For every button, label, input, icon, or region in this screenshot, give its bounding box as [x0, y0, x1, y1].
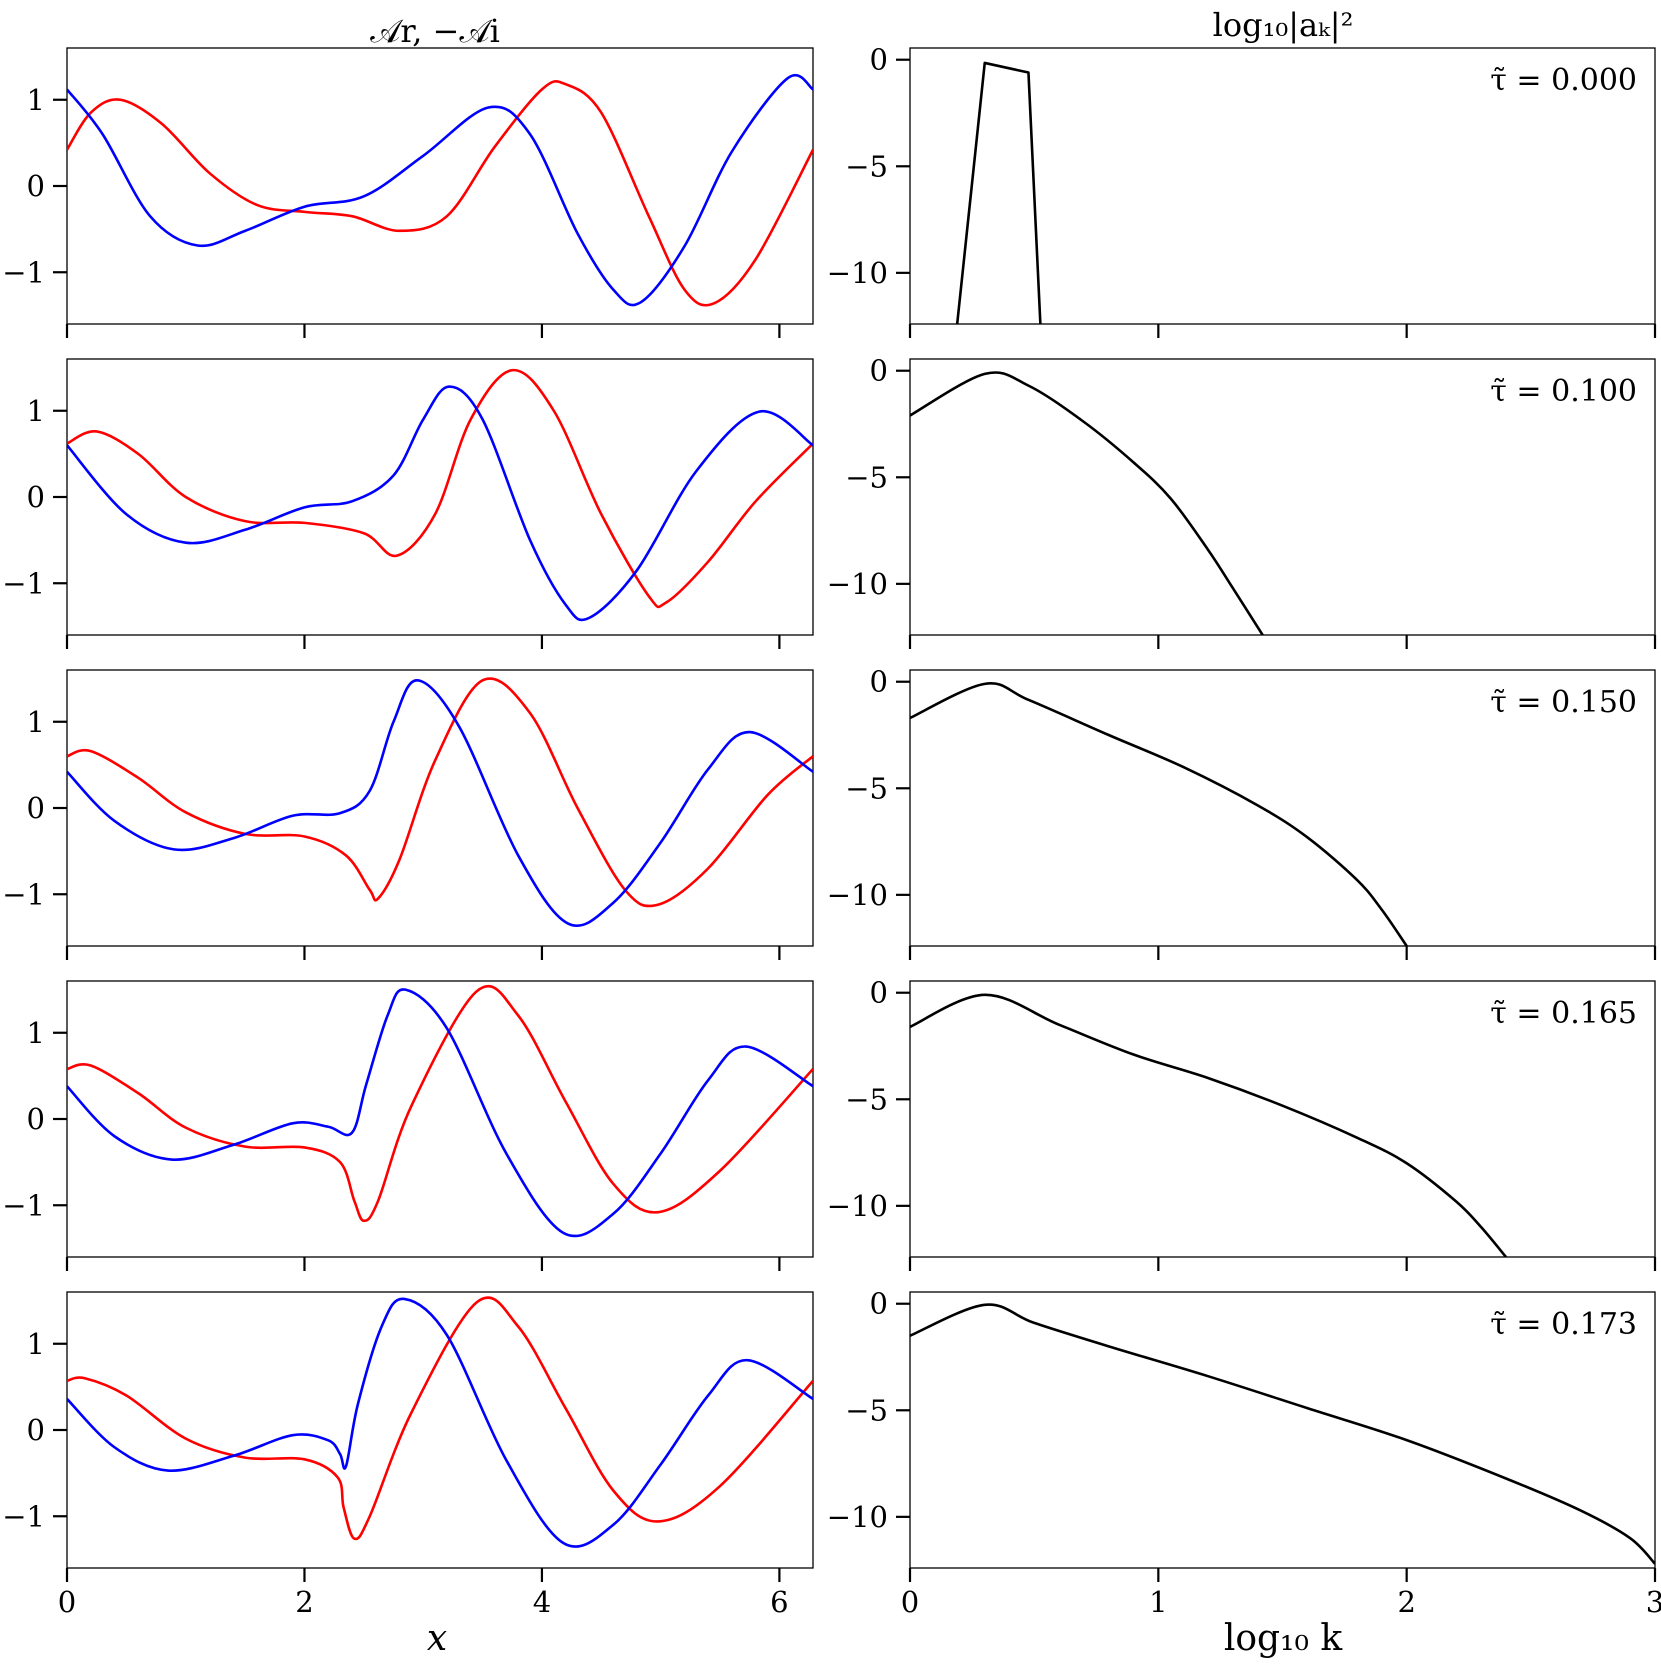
spectrum-panel-4: 0 −5 −10 τ̃ = 0.165 [827, 976, 1657, 1271]
spectrum-ytick-label: −10 [827, 256, 888, 290]
waveform-real-line [67, 1296, 813, 1541]
tau-label: τ̃ = 0.165 [1490, 996, 1637, 1031]
spectrum-xtick-label: 1 [1149, 1585, 1167, 1619]
spectrum-ytick-label: −10 [827, 1189, 888, 1223]
spectrum-ytick-label: −5 [845, 1082, 888, 1116]
waveform-ytick-label: −1 [2, 566, 45, 600]
spectrum-panels: 0 −5 −10 τ̃ = 0.000 0 −5 −10 τ̃ = 0.100 0 −5 −10 τ̃… [827, 43, 1661, 1619]
waveform-ytick-label: 0 [27, 169, 45, 203]
spectrum-xtick-label: 2 [1397, 1585, 1415, 1619]
spectrum-ytick-label: −5 [845, 149, 888, 183]
waveform-panel-1-frame [66, 47, 814, 325]
spectrum-ytick-label: −5 [845, 460, 888, 494]
waveform-real-line [67, 368, 813, 609]
spectrum-line [910, 993, 1507, 1257]
spectrum-ytick-label: 0 [870, 976, 888, 1010]
spectrum-panel-3: 0 −5 −10 τ̃ = 0.150 [827, 665, 1657, 960]
waveform-panel-4-frame [66, 980, 814, 1258]
spectrum-ytick-label: 0 [870, 1287, 888, 1321]
waveform-ytick-label: 1 [27, 83, 45, 117]
tau-label: τ̃ = 0.150 [1490, 685, 1637, 720]
spectrum-line [910, 1303, 1655, 1565]
spectrum-ytick-label: −5 [845, 1393, 888, 1427]
left-column-title: 𝒜r, −𝒜i [370, 12, 500, 50]
spectrum-ytick-label: 0 [870, 354, 888, 388]
waveform-ytick-label: 0 [27, 791, 45, 825]
waveform-ytick-label: 1 [27, 1016, 45, 1050]
waveform-panel-3: 1 0 −1 [2, 669, 814, 960]
spectrum-panel-2: 0 −5 −10 τ̃ = 0.100 [827, 354, 1657, 649]
waveform-ytick-label: −1 [2, 1499, 45, 1533]
waveform-real-line [67, 80, 813, 307]
spectrum-panel-5: 0 −5 −10 0 1 2 3 τ̃ = 0.173 [827, 1287, 1661, 1619]
waveform-xtick-label: 0 [58, 1585, 76, 1619]
waveform-panel-2-frame [66, 358, 814, 636]
waveform-panel-4: 1 0 −1 [2, 980, 814, 1271]
waveform-panels: 1 0 −1 1 0 −1 1 0 −1 1 0 −1 1 0 −1 0 2 4 6 [2, 47, 814, 1619]
spectrum-ytick-label: −10 [827, 878, 888, 912]
spectrum-ytick-label: −5 [845, 771, 888, 805]
waveform-ytick-label: 0 [27, 1102, 45, 1136]
waveform-xtick-label: 6 [770, 1585, 788, 1619]
waveform-ytick-label: 0 [27, 1413, 45, 1447]
spectrum-xtick-label: 0 [901, 1585, 919, 1619]
waveform-imag-line [67, 1297, 813, 1548]
spectrum-panel-2-frame [909, 358, 1656, 636]
waveform-xtick-label: 4 [533, 1585, 551, 1619]
waveform-ytick-label: −1 [2, 877, 45, 911]
waveform-imag-line [67, 988, 813, 1238]
waveform-imag-line [67, 679, 813, 927]
spectrum-ytick-label: 0 [870, 43, 888, 77]
spectrum-panel-3-frame [909, 669, 1656, 947]
waveform-xtick-label: 2 [295, 1585, 313, 1619]
right-column-title: log₁₀|aₖ|² [1213, 6, 1354, 44]
waveform-ytick-label: 0 [27, 480, 45, 514]
waveform-ytick-label: 1 [27, 705, 45, 739]
waveform-real-line [67, 677, 813, 908]
waveform-ytick-label: 1 [27, 1327, 45, 1361]
spectrum-xtick-label: 3 [1646, 1585, 1661, 1619]
waveform-real-line [67, 984, 813, 1223]
spectrum-panel-4-frame [909, 980, 1656, 1258]
waveform-ytick-label: −1 [2, 255, 45, 289]
waveform-panel-5-frame [66, 1291, 814, 1569]
spectrum-panel-5-frame [909, 1291, 1656, 1569]
waveform-panel-1: 1 0 −1 [2, 47, 814, 338]
right-x-axis-label: log₁₀ k [1224, 1618, 1344, 1659]
waveform-ytick-label: −1 [2, 1188, 45, 1222]
spectrum-line [910, 371, 1264, 635]
spectrum-ytick-label: −10 [827, 1500, 888, 1534]
spectrum-line [955, 61, 1042, 324]
waveform-panel-5: 1 0 −1 0 2 4 6 [2, 1291, 814, 1619]
spectrum-ytick-label: −10 [827, 567, 888, 601]
waveform-imag-line [67, 385, 813, 622]
tau-label: τ̃ = 0.173 [1490, 1307, 1637, 1342]
waveform-panel-2: 1 0 −1 [2, 358, 814, 649]
spectrum-panel-1: 0 −5 −10 τ̃ = 0.000 [827, 43, 1657, 338]
left-x-axis-label: x [427, 1618, 447, 1659]
spectrum-panel-1-frame [909, 47, 1656, 325]
spectrum-line [910, 682, 1408, 946]
waveform-imag-line [67, 74, 813, 307]
tau-label: τ̃ = 0.000 [1490, 63, 1637, 98]
tau-label: τ̃ = 0.100 [1490, 374, 1637, 409]
waveform-ytick-label: 1 [27, 394, 45, 428]
spectrum-ytick-label: 0 [870, 665, 888, 699]
